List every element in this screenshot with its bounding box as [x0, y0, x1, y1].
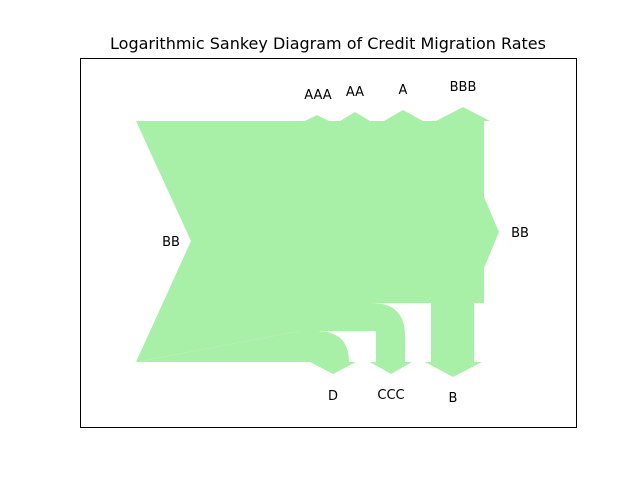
- label-bb-target: BB: [511, 226, 529, 241]
- flow-d: [300, 331, 356, 374]
- flow-a: [300, 110, 423, 164]
- label-ccc: CCC: [377, 388, 404, 403]
- flow-bbb: [300, 107, 490, 204]
- flow-trunk-bb: [136, 121, 300, 362]
- label-d: D: [328, 389, 338, 404]
- flow-aaa: [300, 115, 329, 126]
- label-aa: AA: [346, 85, 364, 100]
- label-a: A: [399, 83, 408, 98]
- flow-body-lower: [136, 303, 300, 362]
- axes-frame: [80, 58, 577, 428]
- flow-ccc: [300, 303, 412, 374]
- label-aaa: AAA: [304, 88, 332, 103]
- flow-b: [300, 261, 482, 377]
- label-bbb: BBB: [450, 80, 477, 95]
- flow-aa: [300, 112, 370, 140]
- label-b: B: [449, 391, 458, 406]
- sankey-flows: [136, 107, 499, 377]
- flow-bb: [300, 197, 499, 268]
- label-source-bb: BB: [162, 235, 180, 250]
- chart-title: Logarithmic Sankey Diagram of Credit Mig…: [110, 34, 546, 53]
